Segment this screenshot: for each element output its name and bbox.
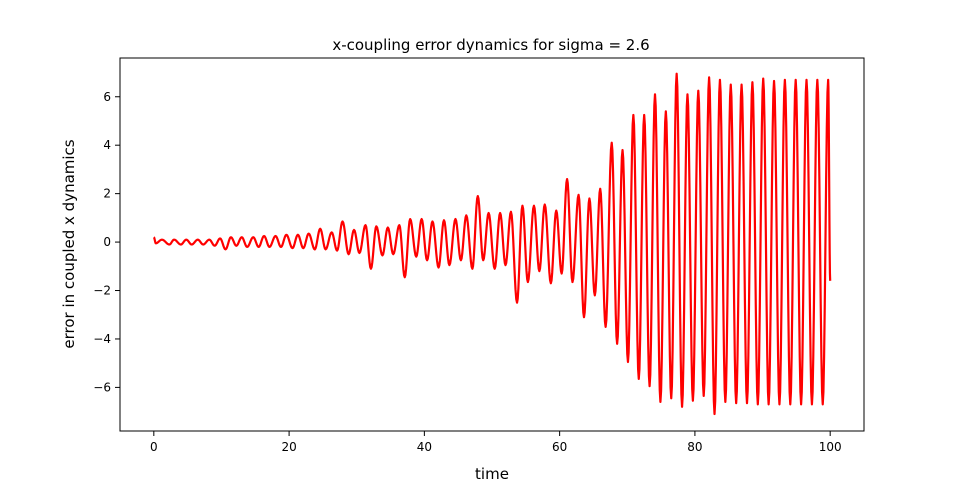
y-axis-label: error in coupled x dynamics [60, 139, 78, 348]
x-tick-label: 100 [819, 440, 842, 454]
y-tick-label: −2 [93, 284, 111, 298]
x-axis-label: time [475, 465, 509, 483]
x-tick-label: 0 [150, 440, 158, 454]
y-tick-label: 0 [103, 235, 111, 249]
x-axis: 0 20 40 60 80 100 [150, 431, 842, 454]
y-tick-label: 4 [103, 138, 111, 152]
chart-title: x-coupling error dynamics for sigma = 2.… [332, 36, 649, 54]
y-tick-label: −4 [93, 332, 111, 346]
y-tick-label: 6 [103, 90, 111, 104]
x-tick-label: 60 [552, 440, 567, 454]
x-tick-label: 20 [281, 440, 296, 454]
y-axis: −6 −4 −2 0 2 4 6 [93, 90, 120, 394]
plot-area [119, 57, 865, 432]
y-tick-label: 2 [103, 187, 111, 201]
y-tick-label: −6 [93, 380, 111, 394]
series-line [152, 72, 832, 416]
x-tick-label: 80 [687, 440, 702, 454]
x-tick-label: 40 [417, 440, 432, 454]
